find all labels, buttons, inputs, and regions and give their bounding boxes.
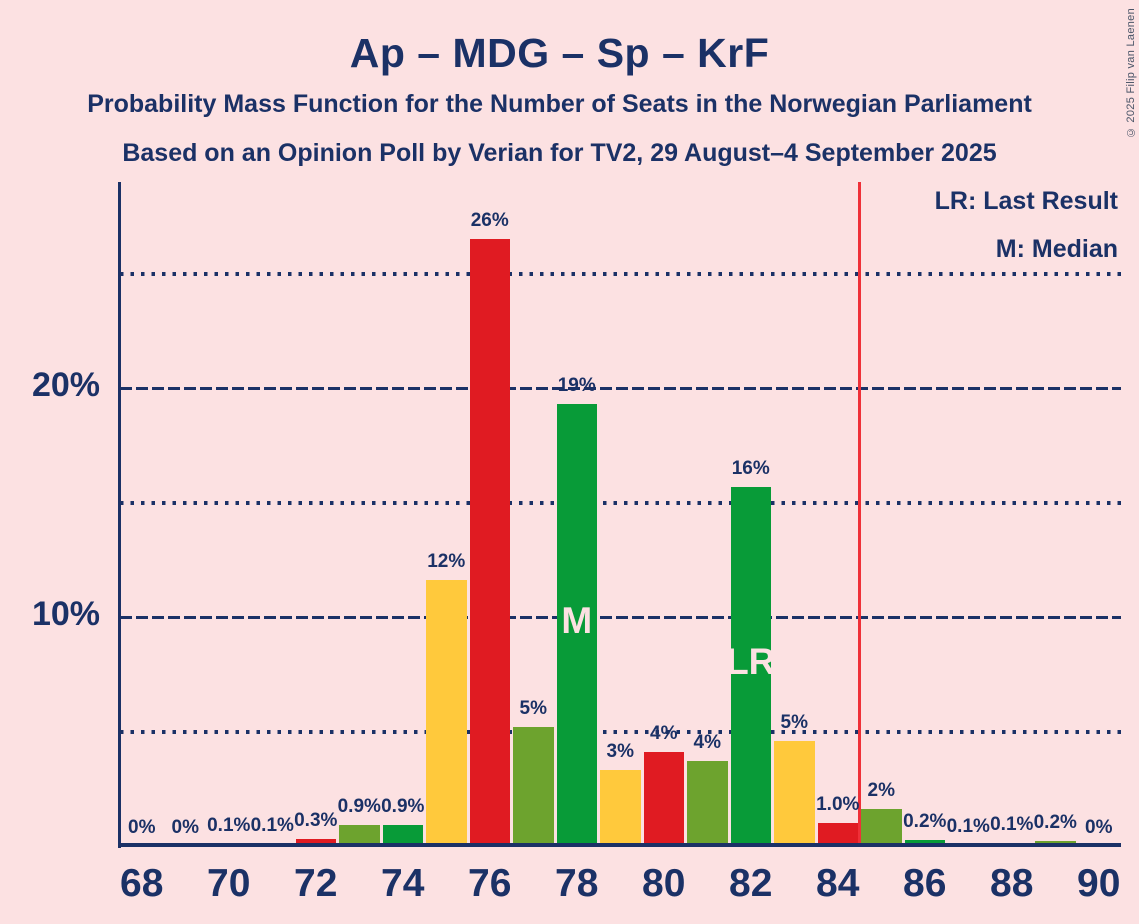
legend-last-result: LR: Last Result: [934, 187, 1118, 215]
gridline-5pct: [120, 730, 1121, 735]
bar-seat-80: [643, 752, 684, 846]
bar-value-label-69: 0%: [171, 817, 199, 838]
gridline-20pct: [120, 386, 1121, 390]
bar-seat-79: [600, 770, 641, 846]
bar-value-label-86: 0.2%: [903, 811, 947, 833]
bar-seat-74: [382, 825, 423, 846]
gridline-10pct: [120, 615, 1121, 619]
bar-seat-78: [556, 404, 597, 846]
bar-seat-72: [295, 839, 336, 846]
x-axis-label-80: 80: [642, 862, 686, 905]
bar-seat-82: [730, 486, 771, 846]
bar-seat-76: [469, 239, 510, 846]
bar-value-label-89: 0.2%: [1033, 812, 1077, 834]
x-axis-label-88: 88: [990, 862, 1034, 905]
x-axis-label-76: 76: [468, 862, 512, 905]
bar-value-label-78: 19%: [557, 375, 596, 397]
bar-seat-77: [513, 726, 554, 846]
y-axis-line: [118, 182, 121, 848]
bar-value-label-68: 0%: [128, 817, 156, 838]
bar-value-label-77: 5%: [519, 697, 547, 719]
bar-value-label-85: 2%: [867, 780, 895, 802]
bar-seat-73: [339, 825, 380, 846]
bar-value-label-71: 0.1%: [250, 814, 294, 836]
bar-value-label-87: 0.1%: [946, 815, 990, 837]
x-axis-line: [118, 843, 1121, 847]
bar-value-label-82: 16%: [731, 457, 770, 479]
bar-value-label-80: 4%: [650, 723, 678, 745]
bar-value-label-81: 4%: [693, 732, 721, 754]
bar-value-label-79: 3%: [606, 741, 634, 763]
y-axis-label-10: 10%: [31, 595, 100, 634]
x-axis-label-72: 72: [294, 862, 338, 905]
bar-value-label-70: 0.1%: [207, 814, 251, 836]
x-axis-label-90: 90: [1077, 862, 1121, 905]
x-axis-label-78: 78: [555, 862, 599, 905]
bar-value-label-88: 0.1%: [990, 813, 1034, 835]
x-axis-label-74: 74: [381, 862, 425, 905]
gridline-25pct: [120, 272, 1121, 277]
annotation-m-seat-78: M: [561, 600, 593, 642]
x-axis-label-86: 86: [903, 862, 947, 905]
bar-seat-83: [774, 740, 815, 846]
bar-seat-81: [687, 761, 728, 846]
x-axis-label-70: 70: [207, 862, 251, 905]
bar-value-label-76: 26%: [470, 210, 509, 232]
bar-seat-75: [426, 580, 467, 846]
bar-seat-84: [817, 823, 858, 846]
bar-value-label-74: 0.9%: [381, 796, 425, 818]
y-axis-label-20: 20%: [31, 366, 100, 405]
majority-threshold-line: [858, 182, 861, 846]
bar-value-label-90: 0%: [1085, 817, 1113, 838]
bar-value-label-84: 1.0%: [816, 794, 860, 816]
gridline-15pct: [120, 501, 1121, 506]
x-axis-label-68: 68: [120, 862, 164, 905]
chart-subtitle-line1: Probability Mass Function for the Number…: [87, 90, 1032, 118]
x-axis-label-82: 82: [729, 862, 773, 905]
chart-subtitle-line2: Based on an Opinion Poll by Verian for T…: [122, 139, 997, 167]
bar-value-label-72: 0.3%: [294, 810, 338, 832]
bar-value-label-83: 5%: [780, 711, 808, 733]
bar-value-label-75: 12%: [427, 551, 466, 573]
chart-title: Ap – MDG – Sp – KrF: [349, 30, 770, 76]
bar-seat-85: [861, 809, 902, 846]
legend-median: M: Median: [995, 235, 1118, 263]
annotation-lr-seat-82: LR: [726, 641, 776, 683]
bar-value-label-73: 0.9%: [337, 796, 381, 818]
x-axis-label-84: 84: [816, 862, 860, 905]
